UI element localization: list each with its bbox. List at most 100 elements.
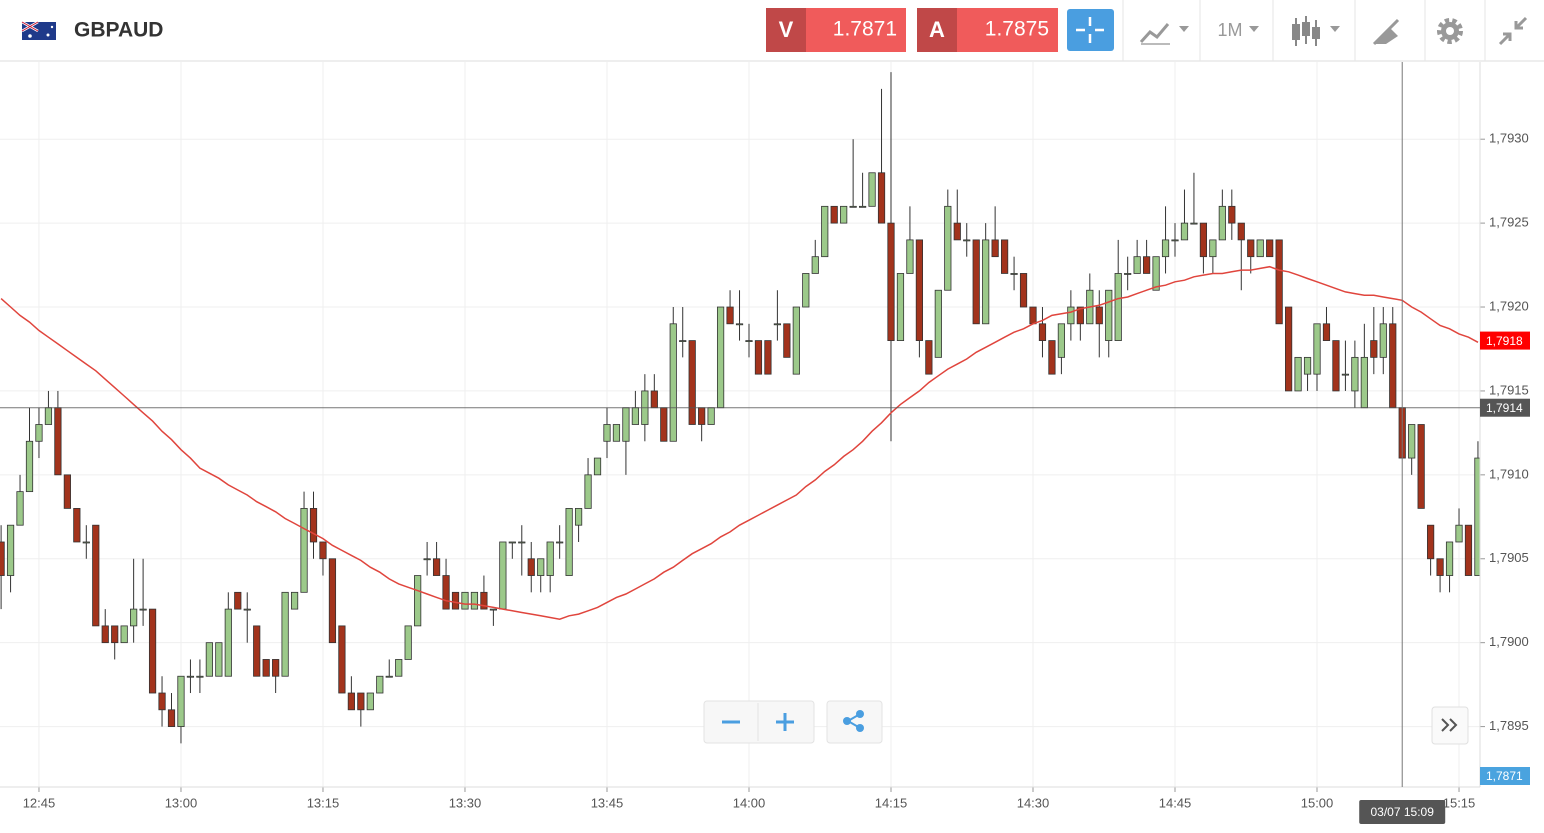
candle-body [1038,323,1047,341]
candle-body [1294,356,1302,392]
candle-body [840,205,848,224]
candle-body [35,424,43,442]
candle-body [612,424,621,442]
price-tag-label: 1,7871 [1486,769,1523,783]
candle-body [527,558,535,576]
candle-body [773,323,781,326]
candle-body [366,692,374,711]
candle-body [25,440,34,493]
candle-type-button[interactable] [1292,16,1340,46]
share-button[interactable] [826,700,883,744]
candle-body [1048,340,1056,375]
candle-body [234,591,242,610]
candle-body [1266,239,1274,258]
candle-body [442,575,450,610]
price-tag-label: 1,7914 [1486,401,1523,415]
candle-body [1322,323,1331,341]
x-tick-label: 14:45 [1159,795,1192,810]
candle-body [679,340,687,342]
candle-body [451,591,460,610]
candle-body [1190,222,1198,225]
scroll-right-button[interactable] [1431,706,1469,745]
x-tick-label: 15:15 [1443,795,1476,810]
candle-body [177,675,185,727]
candle-body [347,692,355,711]
candle-body [735,323,744,326]
candle-body [1417,424,1425,509]
candle-body [716,306,725,409]
crosshair-button[interactable] [1067,9,1114,51]
candle-body [1171,239,1179,242]
x-tick-label: 15:00 [1301,795,1334,810]
candle-body [1341,373,1350,376]
candle-body [63,474,71,509]
candle-body [508,541,516,544]
candle-body [196,675,204,678]
candle-body [1019,273,1028,308]
candle-body [101,625,109,644]
zoom-in-button[interactable] [759,702,813,742]
candle-body [1114,273,1122,341]
candle-body [622,407,630,442]
candle-body [1029,306,1037,325]
candle-body [111,625,119,644]
candle-body [1010,273,1018,275]
candle-body [726,306,734,325]
y-tick-label: 1,7925 [1489,215,1529,230]
candle-body [130,608,138,627]
candle-body [821,205,829,258]
collapse-button[interactable] [1498,16,1528,46]
candle-body [385,675,393,678]
candle-body [603,424,611,442]
candle-body [631,407,639,425]
zoom-out-button[interactable] [705,702,757,742]
candle-body [1067,306,1075,325]
drawing-button[interactable] [1372,18,1400,46]
y-tick-label: 1,7900 [1489,634,1529,649]
candle-body [167,709,176,727]
candle-body [1152,256,1160,291]
candle-body [1379,323,1387,358]
candle-body [1143,256,1151,274]
plot-area [0,72,1480,744]
candle-body [281,591,289,677]
chart-type-button[interactable] [1139,23,1189,45]
candle-body [1360,356,1368,409]
candle-body [92,524,100,627]
timeframe: 1M [1217,20,1242,40]
candle-body [1124,273,1132,275]
candle-body [319,541,327,560]
candle-body [1057,323,1066,358]
candle-body [1209,239,1217,258]
candle-body [802,273,810,308]
candle-body [148,608,157,694]
candle-body [1474,457,1480,576]
candle-body [414,575,422,627]
y-tick-label: 1,7905 [1489,550,1529,565]
crosshair-tag [1359,800,1446,824]
candle-body [1076,306,1084,325]
sell-button[interactable]: V 1.7871 [766,8,906,52]
candle-body [243,608,251,611]
candle-body [991,239,999,258]
candle-body [1408,424,1416,459]
x-tick-label: 14:30 [1017,795,1050,810]
price-tag [1480,767,1530,785]
candle-body [186,675,195,678]
candle-body [792,306,800,375]
candle-body [338,625,346,694]
buy-button[interactable]: A 1.7875 [917,8,1058,52]
candle-body [963,239,971,242]
candle-body [1199,222,1208,258]
timeframe-button[interactable]: 1M [1217,20,1259,40]
candle-body [1351,356,1359,392]
candle-body [660,407,668,442]
crosshair-label: 03/07 15:09 [1371,805,1435,819]
candle-body [1001,239,1009,274]
settings-button[interactable] [1437,18,1463,44]
candle-body [556,541,564,544]
candle-body [1332,340,1340,392]
candle-body [432,558,441,576]
candle-body [82,541,90,544]
candle-body [518,541,526,544]
